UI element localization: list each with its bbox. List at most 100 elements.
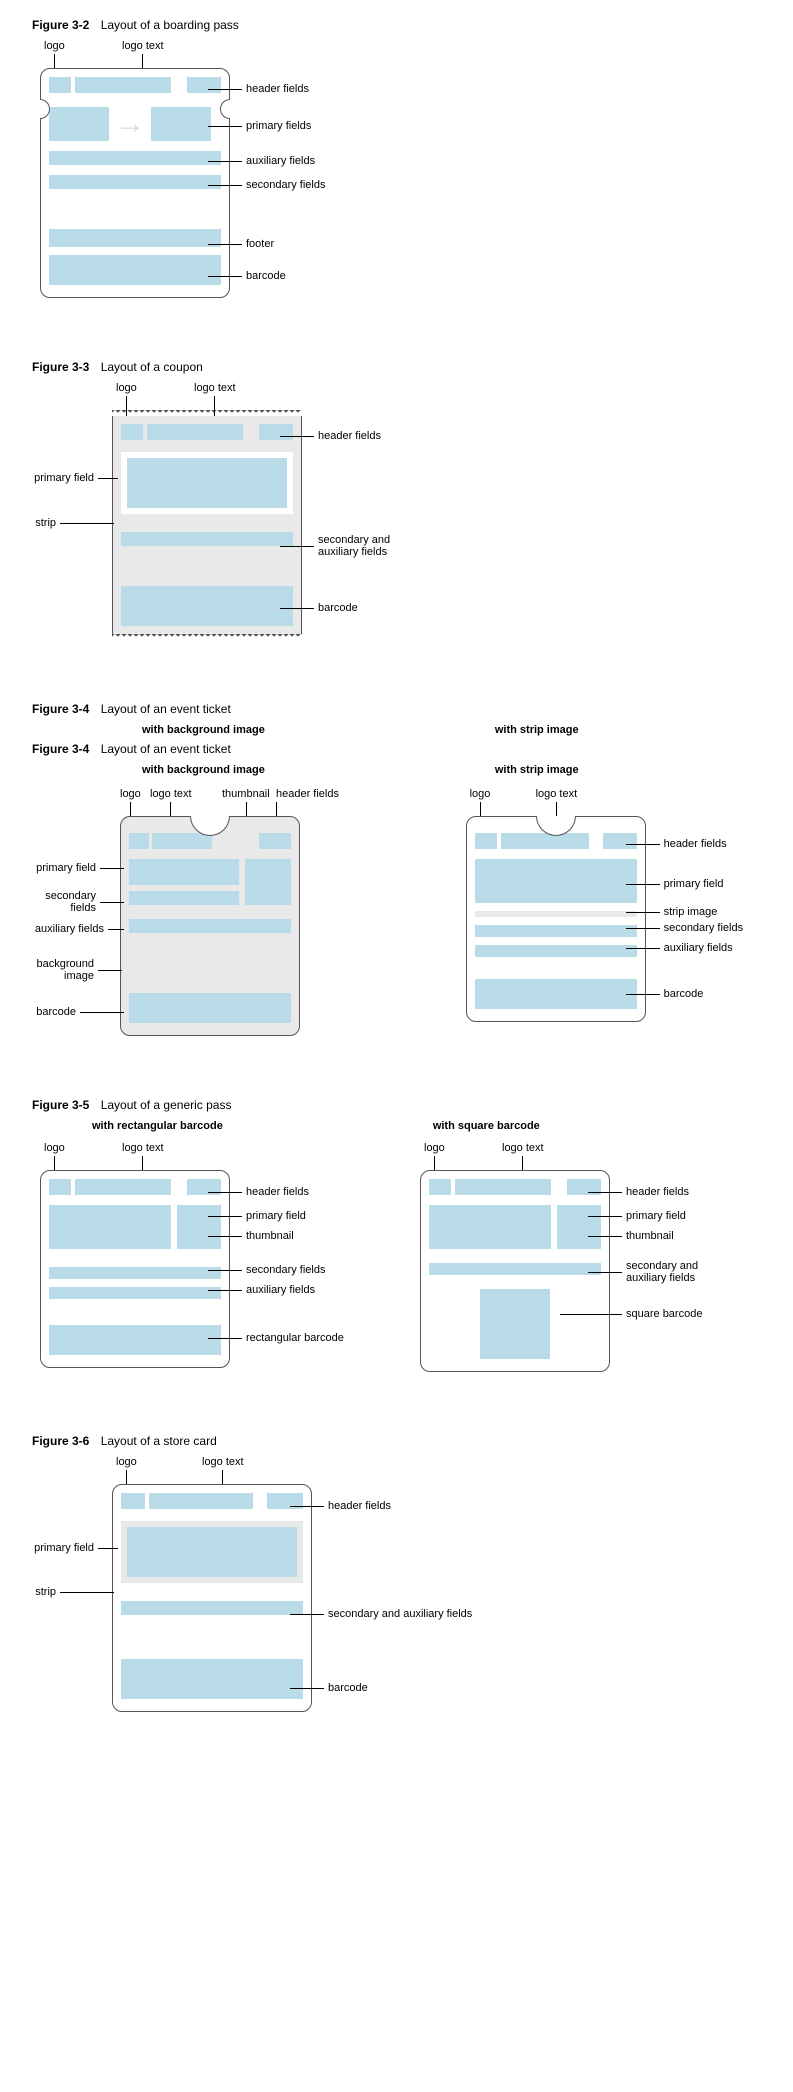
callout-header-fields: header fields — [626, 1186, 689, 1198]
secondary-fields-block — [49, 1267, 221, 1279]
figure-title-dup: Layout of an event ticket — [101, 742, 231, 756]
label-logo-text: logo text — [536, 788, 578, 800]
callout-thumbnail: thumbnail — [246, 1230, 294, 1242]
figure-3-5: Figure 3-5 Layout of a generic pass with… — [32, 1098, 761, 1372]
store-card — [112, 1484, 312, 1712]
callout-secondary-fields: secondary fields — [246, 179, 326, 191]
sub-caption-rect: with rectangular barcode — [92, 1120, 223, 1132]
primary-field-block — [129, 859, 239, 885]
rect-barcode-block — [49, 1325, 221, 1355]
figure-number: Figure 3-5 — [32, 1098, 89, 1112]
callout-barcode: barcode — [664, 988, 704, 1000]
figure-3-4: Figure 3-4 Layout of an event ticket wit… — [32, 702, 761, 1036]
sub-caption-strip: with strip image — [495, 724, 579, 736]
sub-caption-strip-dup: with strip image — [495, 764, 579, 776]
callout-secondary-fields: secondary fields — [664, 922, 744, 934]
label-logo: logo — [120, 788, 141, 800]
figure-number: Figure 3-4 — [32, 702, 89, 716]
logo-block — [429, 1179, 451, 1195]
logo-block — [475, 833, 497, 849]
logo-block — [121, 1493, 145, 1509]
callout-strip: strip — [35, 517, 56, 529]
callout-primary-field: primary field — [36, 862, 96, 874]
event-card-strip — [466, 816, 646, 1022]
figure-number: Figure 3-6 — [32, 1434, 89, 1448]
callout-barcode: barcode — [318, 602, 358, 614]
secondary-block — [49, 175, 221, 189]
label-logo: logo — [44, 1142, 65, 1154]
figure-3-6: Figure 3-6 Layout of a store card logo l… — [32, 1434, 761, 1712]
top-tick-labels: logo logo text — [112, 1456, 492, 1484]
callout-auxiliary-fields: auxiliary fields — [246, 1284, 315, 1296]
primary-field-block — [429, 1205, 551, 1249]
secondary-aux-block — [121, 532, 293, 546]
figure-3-2: Figure 3-2 Layout of a boarding pass log… — [32, 18, 761, 298]
figure-title: Layout of an event ticket — [101, 702, 231, 716]
footer-block — [49, 229, 221, 247]
zigzag-bottom-edge — [112, 634, 302, 640]
logo-block — [121, 424, 143, 440]
header-fields-block — [259, 833, 291, 849]
label-logo-text: logo text — [122, 40, 164, 52]
top-tick-labels: logo logo text — [40, 1142, 360, 1170]
logo-text-block — [152, 833, 212, 849]
top-tick-labels-right: logo logo text — [466, 788, 761, 816]
sub-caption-square: with square barcode — [433, 1120, 540, 1132]
figure-caption: Figure 3-4 Layout of an event ticket — [32, 702, 761, 716]
primary-left-block — [49, 107, 109, 141]
callout-secondary-aux: secondary and auxiliary fields — [626, 1260, 698, 1284]
logo-block — [129, 833, 149, 849]
label-logo: logo — [116, 382, 137, 394]
callout-primary-field: primary field — [34, 472, 94, 484]
barcode-block — [49, 255, 221, 285]
secondary-fields-block — [475, 925, 637, 937]
callout-header-fields: header fields — [318, 430, 381, 442]
sub-caption-bg: with background image — [142, 724, 265, 736]
label-logo-text: logo text — [202, 1456, 244, 1468]
callout-secondary-aux: secondary and auxiliary fields — [318, 534, 390, 558]
figure-title: Layout of a generic pass — [101, 1098, 232, 1112]
callout-header-fields: header fields — [664, 838, 727, 850]
logo-text-block — [455, 1179, 551, 1195]
figure-caption: Figure 3-2 Layout of a boarding pass — [32, 18, 761, 32]
callout-auxiliary-fields: auxiliary fields — [246, 155, 315, 167]
callout-auxiliary-fields: auxiliary fields — [664, 942, 733, 954]
label-logo: logo — [44, 40, 65, 52]
arrow-icon: → — [115, 107, 145, 141]
logo-text-block — [75, 77, 171, 93]
callout-secondary-fields: secondary fields — [246, 1264, 326, 1276]
barcode-block — [475, 979, 637, 1009]
label-logo: logo — [116, 1456, 137, 1468]
label-logo: logo — [424, 1142, 445, 1154]
callout-thumbnail: thumbnail — [626, 1230, 674, 1242]
figure-number-dup: Figure 3-4 — [32, 742, 89, 756]
callout-square-barcode: square barcode — [626, 1308, 702, 1320]
label-header-fields: header fields — [276, 788, 339, 800]
callout-strip-image: strip image — [664, 906, 718, 918]
logo-block — [49, 77, 71, 93]
callout-secondary-fields: secondaryfields — [45, 890, 96, 914]
callout-barcode: barcode — [36, 1006, 76, 1018]
generic-card-square — [420, 1170, 610, 1372]
boarding-pass-card: → — [40, 68, 230, 298]
barcode-block — [121, 586, 293, 626]
auxiliary-fields-block — [129, 919, 291, 933]
figure-caption-dup: Figure 3-4 Layout of an event ticket — [32, 742, 761, 756]
label-logo: logo — [470, 788, 491, 800]
auxiliary-fields-block — [475, 945, 637, 957]
logo-text-block — [75, 1179, 171, 1195]
label-logo-text: logo text — [502, 1142, 544, 1154]
secondary-aux-block — [121, 1601, 303, 1615]
figure-title: Layout of a boarding pass — [101, 18, 239, 32]
callout-rect-barcode: rectangular barcode — [246, 1332, 344, 1344]
primary-right-block — [151, 107, 211, 141]
label-logo-text: logo text — [150, 788, 192, 800]
figure-caption: Figure 3-3 Layout of a coupon — [32, 360, 761, 374]
callout-secondary-aux: secondary and auxiliary fields — [328, 1608, 472, 1620]
thumbnail-block — [245, 859, 291, 905]
secondary-aux-block — [429, 1263, 601, 1275]
auxiliary-fields-block — [49, 1287, 221, 1299]
figure-title: Layout of a coupon — [101, 360, 203, 374]
logo-text-block — [501, 833, 589, 849]
callout-primary-field: primary field — [664, 878, 724, 890]
